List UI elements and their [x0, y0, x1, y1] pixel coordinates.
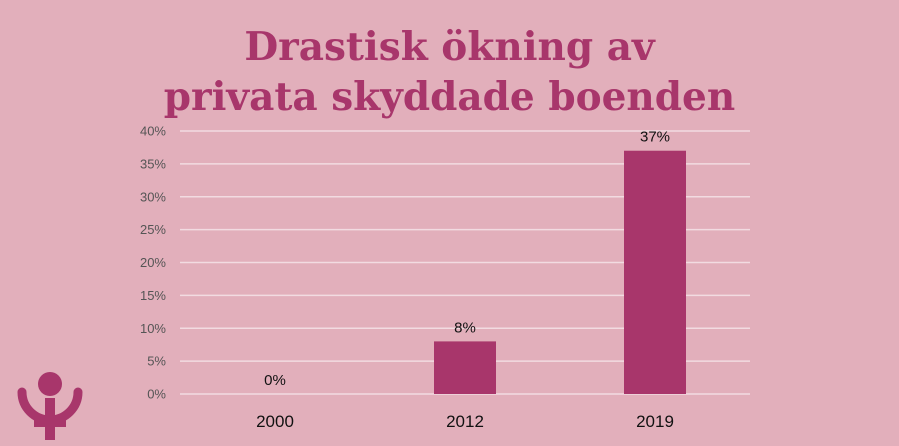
y-tick-label: 0% — [147, 387, 166, 402]
x-tick-label: 2012 — [446, 412, 484, 431]
bar — [624, 150, 686, 394]
y-tick-label: 30% — [140, 189, 166, 204]
data-label: 0% — [264, 372, 286, 389]
y-tick-label: 25% — [140, 222, 166, 237]
data-label: 8% — [454, 319, 476, 336]
venus-symbol-icon — [17, 372, 83, 440]
y-tick-label: 40% — [140, 124, 166, 139]
x-tick-label: 2019 — [636, 412, 674, 431]
y-tick-label: 5% — [147, 354, 166, 369]
chart-title: Drastisk ökning av privata skyddade boen… — [0, 22, 899, 122]
y-tick-label: 15% — [140, 288, 166, 303]
data-label: 37% — [640, 129, 670, 146]
bar — [434, 341, 496, 394]
x-tick-label: 2000 — [256, 412, 294, 431]
chart-title-line-2: privata skyddade boenden — [163, 74, 736, 120]
chart-title-line-1: Drastisk ökning av — [244, 24, 655, 70]
y-tick-label: 35% — [140, 156, 166, 171]
y-tick-label: 20% — [140, 255, 166, 270]
y-tick-label: 10% — [140, 321, 166, 336]
